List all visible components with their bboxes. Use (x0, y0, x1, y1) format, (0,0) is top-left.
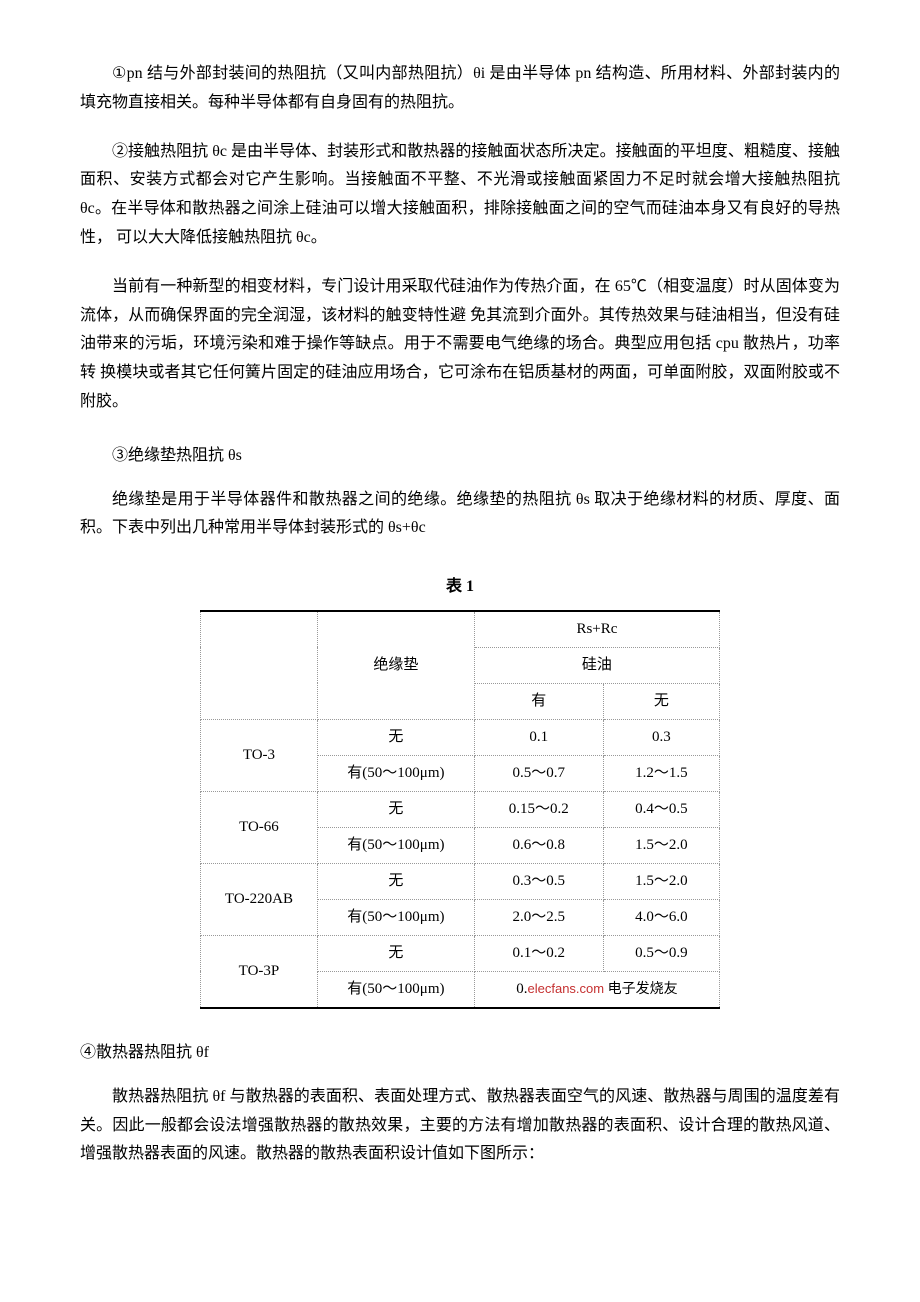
table-header-without: 无 (603, 683, 719, 719)
thermal-resistance-table: 绝缘垫 Rs+Rc 硅油 有 无 TO-3 无 0.1 0.3 有(50～100… (200, 610, 720, 1009)
table-cell-pad: 无 (317, 935, 474, 971)
table-cell-pad: 无 (317, 719, 474, 755)
watermark-prefix: 0. (516, 981, 527, 997)
table-cell-value: 4.0～6.0 (603, 899, 719, 935)
paragraph-theta-f: 散热器热阻抗 θf 与散热器的表面积、表面处理方式、散热器表面空气的风速、散热器… (80, 1083, 840, 1169)
table-cell-package: TO-66 (201, 791, 318, 863)
watermark-site: elecfans.com (528, 981, 605, 996)
table-cell-watermark: 0.elecfans.com 电子发烧友 (474, 971, 719, 1008)
heading-theta-s: ③绝缘垫热阻抗 θs (80, 442, 840, 471)
table-cell-value: 1.5～2.0 (603, 827, 719, 863)
table-cell-value: 2.0～2.5 (474, 899, 603, 935)
table-cell-value: 0.6～0.8 (474, 827, 603, 863)
table-header-rsrc: Rs+Rc (474, 611, 719, 648)
table-cell-pad: 有(50～100μm) (317, 899, 474, 935)
table-cell-value: 0.4～0.5 (603, 791, 719, 827)
table-header-with: 有 (474, 683, 603, 719)
watermark-cn: 电子发烧友 (604, 982, 678, 997)
table-cell-package: TO-3 (201, 719, 318, 791)
table-cell-value: 0.3～0.5 (474, 863, 603, 899)
table-cell-pad: 无 (317, 863, 474, 899)
table-cell-value: 0.15～0.2 (474, 791, 603, 827)
table-cell-pad: 无 (317, 791, 474, 827)
table-header-blank (201, 611, 318, 720)
paragraph-theta-c: ②接触热阻抗 θc 是由半导体、封装形式和散热器的接触面状态所决定。接触面的平坦… (80, 138, 840, 253)
table-title: 表 1 (80, 573, 840, 602)
table-cell-package: TO-3P (201, 935, 318, 1008)
table-cell-value: 0.5～0.7 (474, 755, 603, 791)
table-cell-pad: 有(50～100μm) (317, 755, 474, 791)
table-cell-pad: 有(50～100μm) (317, 827, 474, 863)
table-cell-value: 0.3 (603, 719, 719, 755)
table-cell-value: 0.5～0.9 (603, 935, 719, 971)
table-cell-value: 1.2～1.5 (603, 755, 719, 791)
heading-theta-f: ④散热器热阻抗 θf (80, 1039, 840, 1068)
table-header-pad: 绝缘垫 (317, 611, 474, 720)
paragraph-theta-i: ①pn 结与外部封装间的热阻抗（又叫内部热阻抗）θi 是由半导体 pn 结构造、… (80, 60, 840, 118)
table-header-silicone: 硅油 (474, 647, 719, 683)
table-cell-package: TO-220AB (201, 863, 318, 935)
table-cell-value: 0.1～0.2 (474, 935, 603, 971)
table-cell-value: 1.5～2.0 (603, 863, 719, 899)
paragraph-phase-change: 当前有一种新型的相变材料，专门设计用采取代硅油作为传热介面，在 65℃（相变温度… (80, 273, 840, 417)
table-cell-pad: 有(50～100μm) (317, 971, 474, 1008)
table-cell-value: 0.1 (474, 719, 603, 755)
paragraph-theta-s: 绝缘垫是用于半导体器件和散热器之间的绝缘。绝缘垫的热阻抗 θs 取决于绝缘材料的… (80, 486, 840, 544)
